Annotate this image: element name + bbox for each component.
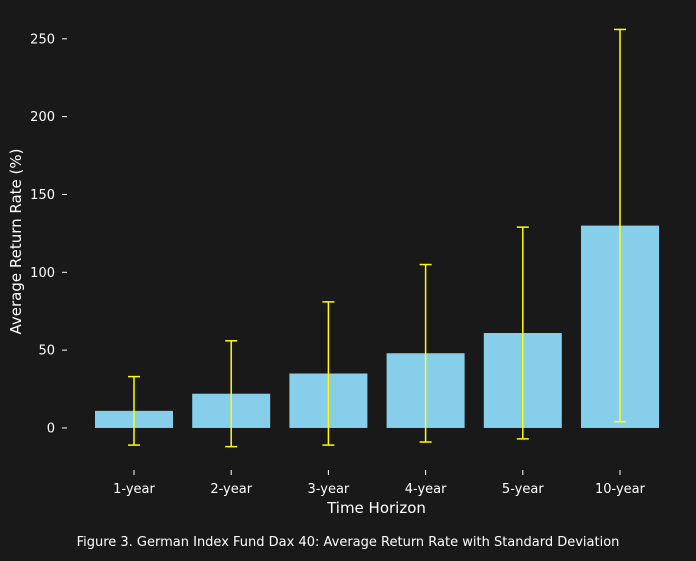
x-tick-label: 5-year [502, 482, 544, 497]
x-tick-label: 3-year [308, 482, 350, 497]
x-axis: 1-year 2-year 3-year 4-year 5-year 10-year [113, 470, 646, 497]
x-tick-label: 10-year [595, 482, 646, 497]
y-tick-label: 250 [30, 32, 55, 47]
errorbars-layer [128, 28, 626, 448]
y-tick-label: 0 [47, 421, 55, 436]
x-axis-label: Time Horizon [326, 499, 426, 517]
y-axis: 0 50 100 150 200 250 [30, 32, 67, 436]
y-tick-label: 200 [30, 110, 55, 125]
y-tick-label: 50 [38, 344, 55, 359]
x-tick-label: 2-year [210, 482, 252, 497]
x-tick-label: 1-year [113, 482, 155, 497]
y-tick-label: 100 [30, 266, 55, 281]
bars-layer [95, 225, 659, 428]
figure-caption: Figure 3. German Index Fund Dax 40: Aver… [76, 535, 620, 550]
y-tick-label: 150 [30, 188, 55, 203]
y-axis-label: Average Return Rate (%) [7, 148, 25, 334]
x-tick-label: 4-year [405, 482, 447, 497]
